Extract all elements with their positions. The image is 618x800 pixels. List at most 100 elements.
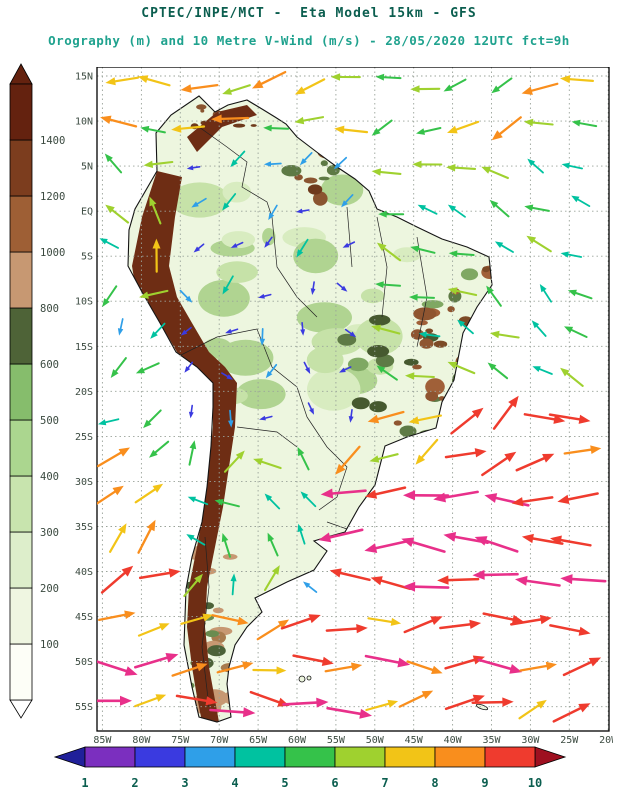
wind-arrow bbox=[292, 654, 334, 666]
lat-tick-label: 5N bbox=[81, 162, 93, 173]
wind-arrow bbox=[371, 119, 393, 136]
elevation-tick-label: 500 bbox=[40, 415, 59, 427]
wind-arrow bbox=[330, 73, 361, 81]
wind-arrow bbox=[437, 575, 480, 585]
wind-arrow bbox=[97, 485, 124, 505]
wind-arrow bbox=[135, 362, 160, 374]
wind-arrow bbox=[341, 194, 354, 208]
wind-arrow bbox=[511, 496, 554, 507]
elevation-tick-label: 100 bbox=[40, 639, 59, 651]
wind-arrow bbox=[216, 661, 254, 674]
wind-arrow bbox=[375, 73, 402, 81]
wind-arrow bbox=[209, 707, 256, 718]
wind-arrow bbox=[336, 282, 348, 292]
wind-arrow bbox=[252, 70, 287, 89]
wind-speed-segments bbox=[84, 746, 536, 768]
lat-tick-label: 20S bbox=[75, 387, 93, 398]
wind-arrow bbox=[539, 284, 553, 303]
wind-arrow bbox=[186, 534, 206, 546]
wind-arrow bbox=[416, 127, 442, 135]
wind-arrow bbox=[134, 653, 179, 669]
elevation-tick-label: 1000 bbox=[40, 247, 65, 259]
wind-arrow bbox=[258, 293, 272, 299]
wind-arrow bbox=[563, 445, 602, 455]
wind-arrow bbox=[325, 624, 368, 634]
wind-arrow bbox=[491, 77, 513, 94]
wind-arrow bbox=[303, 581, 318, 593]
wind-arrow bbox=[439, 619, 482, 630]
wind-arrow bbox=[221, 533, 231, 558]
wind-arrow bbox=[228, 409, 234, 428]
wind-arrow bbox=[521, 82, 559, 95]
wind-arrow bbox=[408, 414, 442, 425]
wind-arrow bbox=[412, 160, 443, 169]
lon-tick-label: 65W bbox=[249, 735, 268, 746]
wind-arrow bbox=[560, 367, 584, 387]
wind-arrow bbox=[265, 363, 278, 379]
wind-arrow bbox=[259, 415, 273, 421]
lon-tick-label: 40W bbox=[444, 735, 463, 746]
wind-arrow bbox=[294, 78, 326, 95]
wind-arrow bbox=[297, 446, 310, 471]
wind-arrow bbox=[549, 624, 591, 636]
wind-arrow bbox=[515, 453, 555, 472]
wind-arrow bbox=[335, 445, 361, 475]
wind-speed-tick-label: 3 bbox=[181, 776, 188, 790]
wind-arrow bbox=[188, 440, 197, 466]
lon-axis-labels: 85W 80W 75W 70W 65W 60W 55W 50W 45W 40W 35W 30W 25W 2… bbox=[93, 735, 613, 746]
wind-arrow bbox=[211, 114, 250, 124]
wind-arrow bbox=[457, 319, 474, 335]
wind-arrow bbox=[137, 623, 170, 637]
elevation-bands bbox=[9, 83, 33, 701]
wind-speed-tick-label: 9 bbox=[481, 776, 488, 790]
wind-arrow bbox=[405, 372, 435, 380]
wind-arrow bbox=[300, 322, 306, 336]
wind-arrows bbox=[97, 70, 607, 723]
wind-arrow bbox=[149, 440, 170, 458]
wind-arrow bbox=[97, 695, 132, 706]
wind-arrow bbox=[365, 486, 407, 499]
wind-speed-tick-label: 4 bbox=[231, 776, 238, 790]
wind-arrow bbox=[367, 410, 405, 424]
wind-arrow bbox=[526, 235, 552, 253]
wind-arrow bbox=[444, 448, 487, 459]
wind-arrow bbox=[149, 196, 162, 225]
lon-tick-label: 25W bbox=[560, 735, 579, 746]
wind-arrow bbox=[510, 614, 552, 626]
wind-arrow bbox=[531, 320, 547, 337]
wind-arrow bbox=[418, 331, 441, 338]
wind-arrow bbox=[564, 326, 588, 338]
wind-arrow bbox=[320, 488, 367, 499]
wind-arrow bbox=[259, 328, 266, 346]
wind-arrow bbox=[376, 242, 402, 262]
wind-arrow bbox=[433, 490, 479, 503]
lon-tick-label: 70W bbox=[210, 735, 229, 746]
wind-arrow bbox=[561, 162, 583, 170]
wind-arrow bbox=[193, 243, 205, 253]
wind-arrow bbox=[294, 116, 325, 125]
wind-arrow bbox=[307, 402, 314, 415]
wind-arrow bbox=[369, 453, 399, 463]
wind-arrow bbox=[410, 85, 441, 93]
lat-tick-label: 10N bbox=[75, 117, 93, 128]
wind-arrow bbox=[139, 289, 169, 299]
wind-arrow bbox=[134, 483, 164, 504]
wind-arrow bbox=[310, 281, 316, 295]
map-canvas: 15N 10N 5N EQ 5S 10S 15S 20S 25S 30S 35S 40S 45S 50S 5… bbox=[75, 67, 613, 746]
wind-arrow bbox=[134, 694, 167, 708]
wind-arrow bbox=[296, 208, 310, 214]
lat-tick-label: 45S bbox=[75, 612, 93, 623]
elevation-tick-label: 200 bbox=[40, 583, 59, 595]
wind-arrow bbox=[560, 574, 607, 585]
wind-arrow bbox=[253, 458, 282, 470]
lat-tick-label: 30S bbox=[75, 477, 93, 488]
wind-arrow bbox=[562, 657, 602, 677]
wind-arrow bbox=[403, 616, 443, 634]
wind-arrow bbox=[252, 666, 287, 675]
wind-arrow bbox=[175, 694, 218, 706]
wind-arrow bbox=[552, 703, 591, 723]
wind-arrow bbox=[318, 528, 364, 543]
wind-arrow bbox=[523, 118, 554, 127]
wind-arrow bbox=[143, 409, 162, 429]
wind-arrow bbox=[143, 160, 174, 168]
